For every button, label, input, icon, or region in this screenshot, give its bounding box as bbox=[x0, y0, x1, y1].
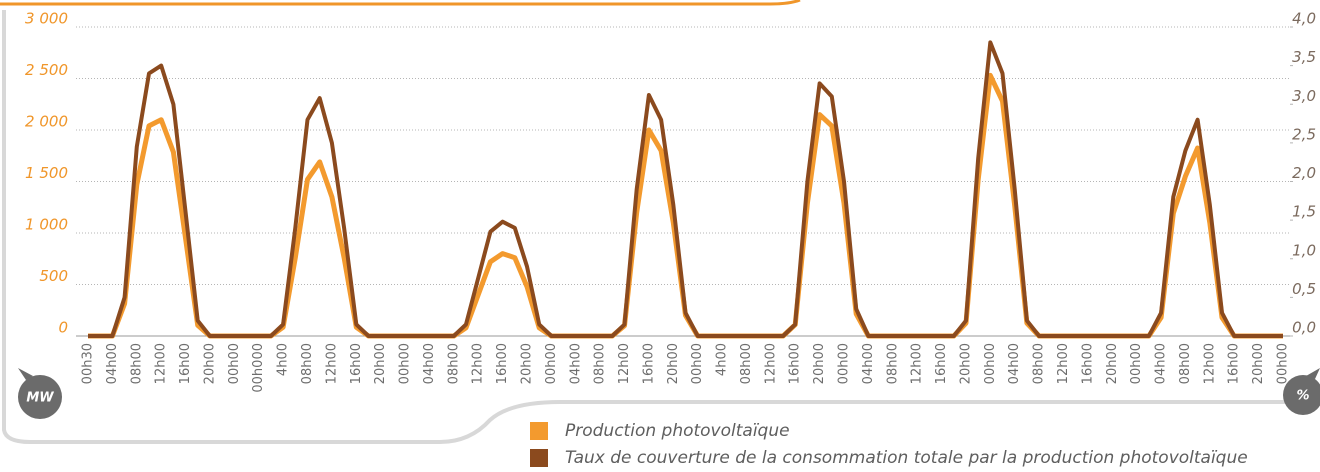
x-tick-label: 12h00 bbox=[617, 343, 632, 384]
x-tick-label: 12h00 bbox=[910, 343, 925, 384]
x-tick-label: 16h00 bbox=[495, 343, 510, 384]
x-tick-label: 12h00 bbox=[763, 343, 778, 384]
y-tick-label: 2 500 bbox=[25, 61, 68, 79]
x-tick-label: 4h00 bbox=[715, 343, 730, 376]
x-tick-label: 16h00 bbox=[1227, 343, 1242, 384]
x-tick-label: 08h00 bbox=[129, 343, 144, 384]
legend-label: Taux de couverture de la consommation to… bbox=[565, 448, 1248, 468]
y2-tick-label: 3,5 bbox=[1292, 48, 1316, 66]
y-unit: MW bbox=[26, 391, 54, 406]
x-tick-label: 00h00 bbox=[398, 343, 413, 384]
y2-tick-label: 2,0 bbox=[1292, 164, 1316, 182]
x-tick-label: 16h00 bbox=[788, 343, 803, 384]
y2-tick-label: 2,5 bbox=[1292, 125, 1316, 143]
y-tick-label: 0 bbox=[58, 319, 68, 337]
y-tick-label: 1 000 bbox=[25, 216, 68, 234]
y-tick-label: 3 000 bbox=[25, 10, 68, 28]
x-tick-label: 00h00 bbox=[1129, 343, 1144, 384]
unit-badge-tip bbox=[18, 368, 33, 380]
x-tick-label: 12h00 bbox=[154, 343, 169, 384]
x-tick-label: 00h000 bbox=[251, 343, 266, 393]
x-tick-label: 04h00 bbox=[568, 343, 583, 384]
y2-tick-label: 0,5 bbox=[1292, 280, 1316, 298]
y-tick-label: 2 000 bbox=[25, 113, 68, 131]
x-tick-label: 00h00 bbox=[983, 343, 998, 384]
x-tick-label: 12h00 bbox=[471, 343, 486, 384]
legend-swatch bbox=[530, 449, 548, 467]
x-tick-label: 04h00 bbox=[1154, 343, 1169, 384]
x-tick-label: 12h00 bbox=[324, 343, 339, 384]
x-tick-label: 04h00 bbox=[105, 343, 120, 384]
unit-badge bbox=[1283, 375, 1320, 415]
legend-swatch bbox=[530, 422, 548, 440]
x-tick-label: 20h00 bbox=[1251, 343, 1266, 384]
x-tick-label: 16h00 bbox=[178, 343, 193, 384]
x-tick-label: 20h00 bbox=[812, 343, 827, 384]
decor-top bbox=[0, 0, 801, 6]
y2-unit: % bbox=[1296, 389, 1309, 404]
x-tick-label: 00h00 bbox=[1276, 343, 1291, 384]
x-tick-label: 08h00 bbox=[593, 343, 608, 384]
x-tick-label: 00h00 bbox=[227, 343, 242, 384]
x-tick-label: 16h00 bbox=[349, 343, 364, 384]
x-tick-label: 08h00 bbox=[446, 343, 461, 384]
x-tick-label: 20h00 bbox=[958, 343, 973, 384]
x-tick-label: 00h30 bbox=[81, 343, 96, 384]
x-tick-label: 08h00 bbox=[885, 343, 900, 384]
y2-tick-label: 4,0 bbox=[1292, 10, 1316, 28]
x-tick-label: 16h00 bbox=[934, 343, 949, 384]
x-tick-label: 12h00 bbox=[1202, 343, 1217, 384]
x-tick-label: 20h00 bbox=[519, 343, 534, 384]
unit-badge-tip bbox=[1306, 368, 1320, 379]
decor-frame bbox=[2, 10, 1320, 444]
x-tick-label: 00h00 bbox=[837, 343, 852, 384]
y2-tick-label: 0,0 bbox=[1292, 319, 1316, 337]
x-tick-label: 08h00 bbox=[739, 343, 754, 384]
x-tick-label: 20h00 bbox=[666, 343, 681, 384]
y2-tick-label: 1,5 bbox=[1292, 203, 1316, 221]
x-tick-label: 08h00 bbox=[300, 343, 315, 384]
y2-tick-label: 3,0 bbox=[1292, 87, 1316, 105]
x-tick-label: 00h00 bbox=[690, 343, 705, 384]
y-tick-label: 1 500 bbox=[25, 164, 68, 182]
legend-label: Production photovoltaïque bbox=[565, 421, 790, 441]
x-tick-label: 4h00 bbox=[276, 343, 291, 376]
x-tick-label: 20h00 bbox=[202, 343, 217, 384]
series-line bbox=[88, 40, 1283, 338]
x-tick-label: 04h00 bbox=[422, 343, 437, 384]
x-tick-label: 00h00 bbox=[544, 343, 559, 384]
x-tick-label: 08h00 bbox=[1032, 343, 1047, 384]
y-tick-label: 500 bbox=[39, 267, 68, 285]
x-tick-label: 16h00 bbox=[641, 343, 656, 384]
plot-area: 0 500 1 000 1 500 2 000 2 500 3 000 0,0 0,5 1,0 1,… bbox=[25, 10, 1316, 393]
x-tick-label: 04h00 bbox=[1007, 343, 1022, 384]
y2-tick-label: 1,0 bbox=[1292, 241, 1316, 259]
x-tick-label: 08h00 bbox=[1178, 343, 1193, 384]
x-tick-label: 20h00 bbox=[1105, 343, 1120, 384]
x-tick-label: 16h00 bbox=[1080, 343, 1095, 384]
x-tick-label: 12h00 bbox=[1056, 343, 1071, 384]
x-tick-label: 20h00 bbox=[373, 343, 388, 384]
x-tick-label: 04h00 bbox=[861, 343, 876, 384]
unit-badge bbox=[18, 375, 62, 419]
